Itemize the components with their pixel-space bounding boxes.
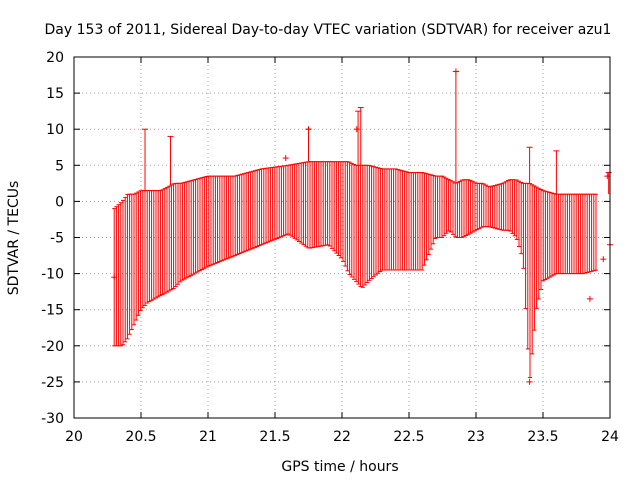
x-tick-label: 22 [333,429,351,445]
x-tick-label: 23.5 [527,429,558,445]
x-tick-label: 23 [467,429,485,445]
y-tick-label: 15 [46,86,64,102]
y-tick-label: -10 [41,267,64,283]
x-tick-label: 21 [199,429,217,445]
y-tick-label: 5 [55,158,64,174]
y-tick-label: -5 [50,231,64,247]
y-tick-label: 10 [46,122,64,138]
x-tick-label: 21.5 [259,429,290,445]
x-tick-label: 20.5 [125,429,156,445]
x-tick-label: 22.5 [393,429,424,445]
data-marks [111,68,613,385]
y-tick-label: -30 [41,411,64,427]
x-tick-label: 24 [601,429,619,445]
axis-ticks: 20 20.5 21 21.5 22 22.5 23 23.5 24 20 15 10 5 0 -5 -10 -… [41,50,619,445]
x-axis-title: GPS time / hours [281,459,398,475]
y-tick-label: -25 [41,375,64,391]
chart-title: Day 153 of 2011, Sidereal Day-to-day VTE… [45,22,612,38]
y-tick-label: -20 [41,339,64,355]
y-tick-label: 0 [55,194,64,210]
y-tick-label: 20 [46,50,64,66]
y-tick-label: -15 [41,303,64,319]
x-tick-label: 20 [65,429,83,445]
y-axis-title: SDTVAR / TECUs [6,181,22,296]
